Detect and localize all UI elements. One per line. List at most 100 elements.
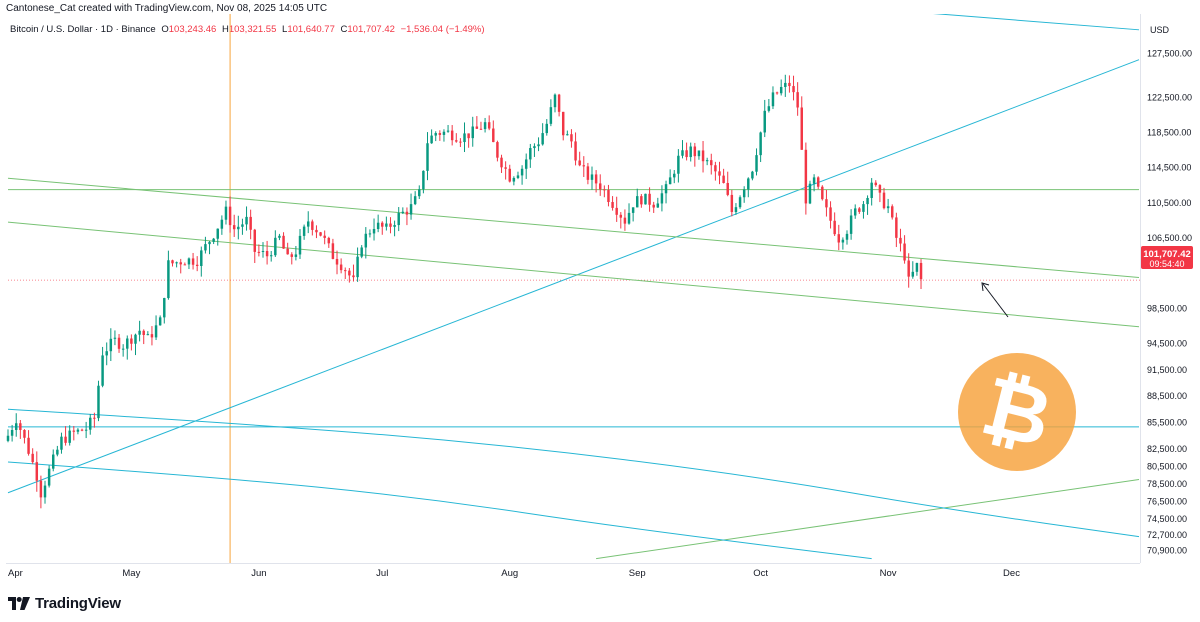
candle xyxy=(245,206,248,231)
candle-body xyxy=(319,232,322,236)
candle-body xyxy=(603,189,606,191)
candle xyxy=(574,132,577,166)
candle-body xyxy=(561,111,565,136)
candle xyxy=(907,253,910,288)
candle-body xyxy=(738,197,742,208)
candle xyxy=(19,419,22,439)
candle-body xyxy=(39,480,43,498)
candle-body xyxy=(816,177,820,187)
y-tick-label: 118,500.00 xyxy=(1147,128,1191,138)
symbol-legend: Bitcoin / U.S. Dollar · 1D · Binance O10… xyxy=(10,24,485,35)
y-tick-label: 110,500.00 xyxy=(1147,198,1191,208)
candle-body xyxy=(134,334,137,344)
candle xyxy=(381,221,384,235)
candle xyxy=(450,125,454,146)
candle xyxy=(866,195,869,215)
candle xyxy=(697,150,701,160)
current-price-badge: 101,707.42 09:54:40 xyxy=(1141,246,1193,269)
candle xyxy=(549,99,553,127)
candle-body xyxy=(459,141,462,143)
candle-body xyxy=(541,133,544,145)
candle-body xyxy=(438,133,442,135)
candle-body xyxy=(767,106,771,111)
candle xyxy=(35,451,39,492)
candle xyxy=(187,257,191,270)
candle-body xyxy=(56,449,59,455)
candle-body xyxy=(705,160,709,162)
candle-body xyxy=(290,254,294,257)
candle xyxy=(413,191,417,206)
candle xyxy=(656,197,660,208)
candle xyxy=(570,129,573,148)
candle xyxy=(97,380,100,422)
candle-body xyxy=(821,186,824,200)
axes-group: 127,500.00 122,500.00 118,500.00 114,500.00… xyxy=(8,49,1192,579)
candle xyxy=(344,267,347,280)
candle-body xyxy=(311,221,314,230)
candle xyxy=(60,432,63,454)
candle-body xyxy=(171,260,174,264)
candle-body xyxy=(660,193,664,204)
candle xyxy=(409,193,413,220)
candle xyxy=(578,151,581,167)
candle-body xyxy=(253,229,256,252)
candle xyxy=(286,242,289,255)
candle xyxy=(882,187,886,210)
candle xyxy=(870,178,873,206)
candle xyxy=(487,115,491,131)
candle-body xyxy=(43,485,47,498)
candle-body xyxy=(84,429,88,431)
x-tick-label: Aug xyxy=(501,568,518,579)
candle-body xyxy=(574,141,577,161)
symbol-name[interactable]: Bitcoin / U.S. Dollar · 1D · Binance xyxy=(10,24,156,35)
candle xyxy=(693,142,697,167)
candle xyxy=(323,230,326,245)
candle-body xyxy=(722,175,725,183)
candle-body xyxy=(72,430,76,432)
candle-body xyxy=(113,337,117,339)
x-tick-label: Jul xyxy=(376,568,388,579)
candle xyxy=(652,201,655,213)
candle-body xyxy=(779,86,783,94)
candle-body xyxy=(385,223,388,227)
candle xyxy=(812,174,816,192)
candle xyxy=(327,236,331,248)
currency-label[interactable]: USD xyxy=(1150,25,1170,35)
candle xyxy=(496,140,499,162)
candle xyxy=(269,251,273,262)
candle-body xyxy=(175,262,178,264)
candle xyxy=(627,203,631,225)
candle-body xyxy=(228,206,232,226)
candle-body xyxy=(496,142,499,158)
low-value: 101,640.77 xyxy=(287,24,335,35)
candle xyxy=(109,328,113,362)
tradingview-footer[interactable]: TradingView xyxy=(8,593,121,613)
candle xyxy=(886,198,890,214)
candle-body xyxy=(553,94,557,108)
candle xyxy=(265,240,269,265)
candle xyxy=(335,250,339,275)
candle xyxy=(426,132,429,181)
candle xyxy=(232,214,236,237)
candle xyxy=(586,162,590,185)
candle-body xyxy=(302,226,306,236)
candle xyxy=(512,176,516,186)
candle-body xyxy=(549,107,553,124)
candle xyxy=(541,123,544,146)
candle-body xyxy=(232,225,236,230)
upper-green-channel-line xyxy=(7,177,1140,279)
candle-body xyxy=(640,196,643,205)
candle-body xyxy=(907,260,910,277)
candle-body xyxy=(615,207,618,215)
candle-body xyxy=(837,234,841,243)
candle-body xyxy=(142,330,145,335)
candle xyxy=(566,130,569,136)
candle-body xyxy=(413,196,417,205)
candle-body xyxy=(249,216,252,230)
candle-body xyxy=(878,185,882,193)
candle xyxy=(895,212,898,248)
candle-body xyxy=(278,235,281,238)
candle xyxy=(306,211,310,234)
candle xyxy=(241,218,244,235)
